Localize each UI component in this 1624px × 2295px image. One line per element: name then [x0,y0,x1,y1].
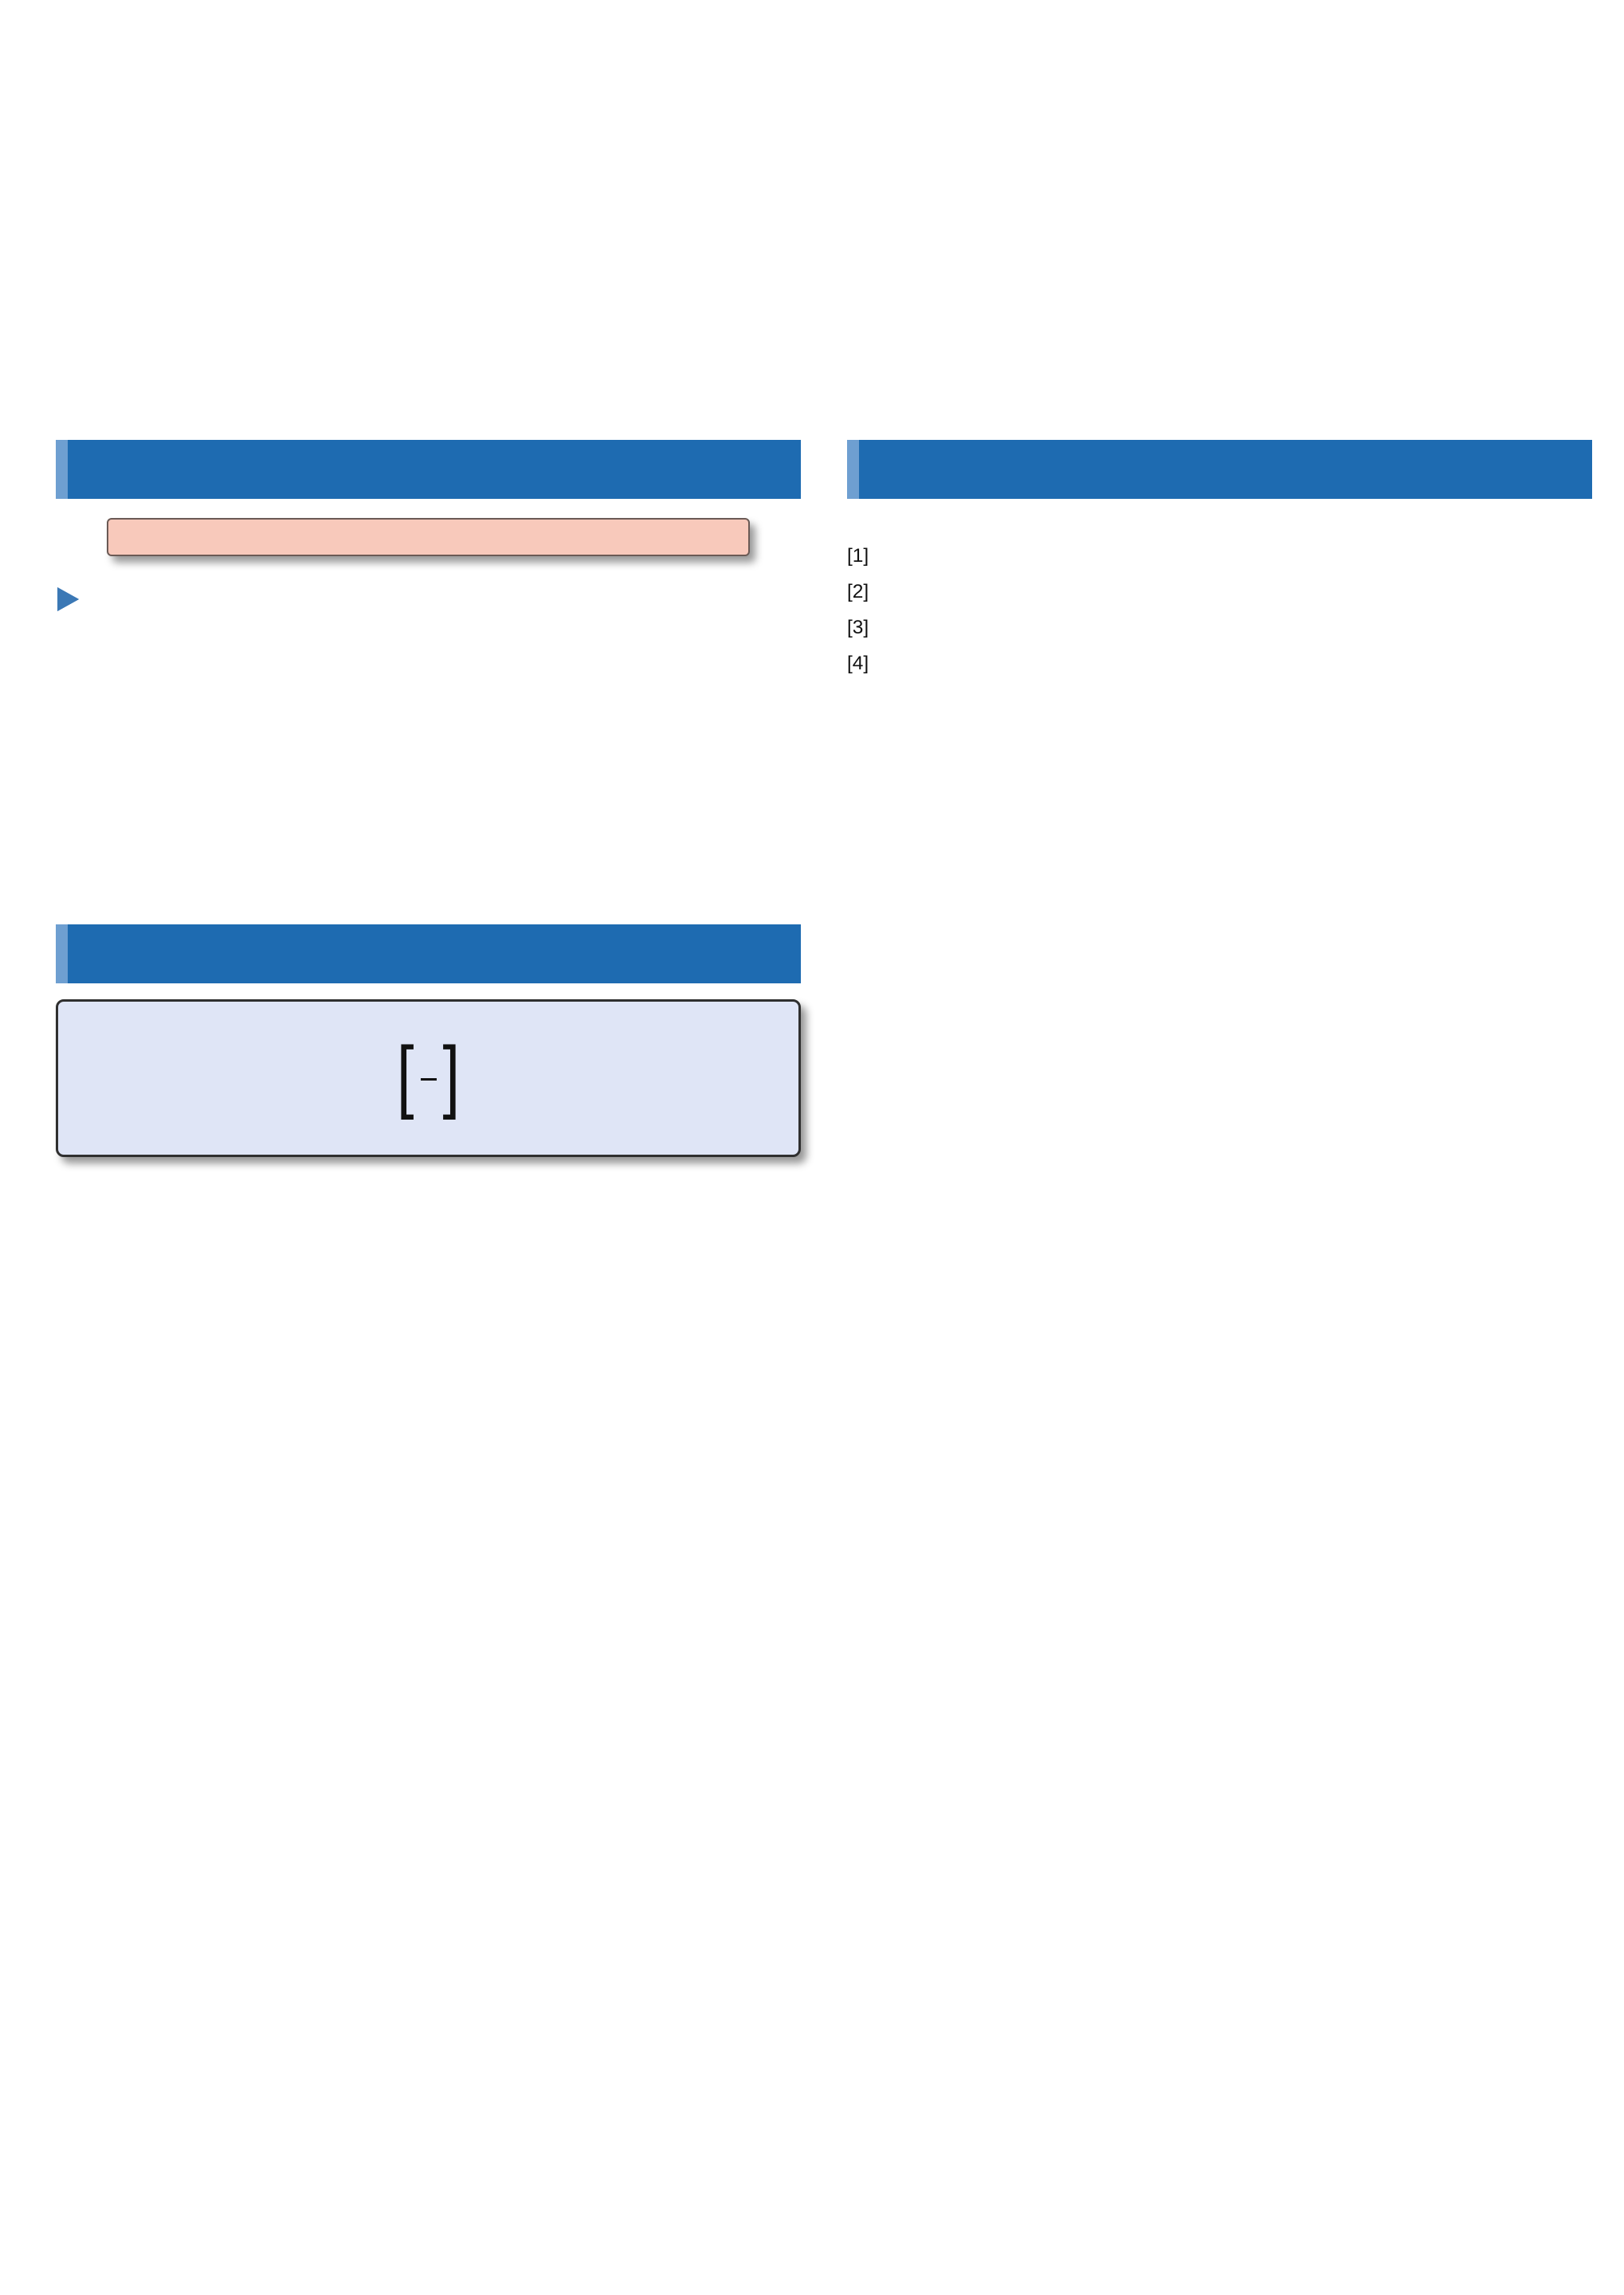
bullet-triangle-icon [57,587,79,611]
reference-item: [4] [847,652,869,674]
eth-zurich-logo [1192,41,1198,56]
references-list: [1] [2] [3] [4] [847,543,1592,676]
iclr-logo [112,26,375,115]
figure1-plot [56,582,801,910]
iclr-logo-icon [112,26,375,115]
section-header-introduction [56,440,801,499]
figure2-diffusion-diagram [56,1178,801,1431]
section-header-methodology [56,924,801,983]
reference-item: [3] [847,616,869,638]
title-block [0,120,1624,131]
pidm-loss-equation: [] [84,1030,773,1120]
qr-code [1508,16,1602,110]
equation-open-bracket: [ [396,1029,414,1121]
motivation-box [107,518,750,556]
equation-close-bracket: ] [442,1029,461,1121]
reference-item: [2] [847,580,869,602]
figure1-toy-scatter [56,582,801,910]
left-column: [] [56,440,801,2295]
model-training-box: [] [56,999,801,1158]
poster-body: [] [1] [2] [3] [4] [56,440,1592,2295]
mm-lab-logo [684,22,883,87]
right-column: [1] [2] [3] [4] [847,440,1592,2295]
poster-header [0,0,1624,214]
equation-fraction [420,1077,437,1081]
section-header-results [847,440,1592,499]
mm-lab-logo-icon [684,22,883,81]
reference-item: [1] [847,545,869,567]
